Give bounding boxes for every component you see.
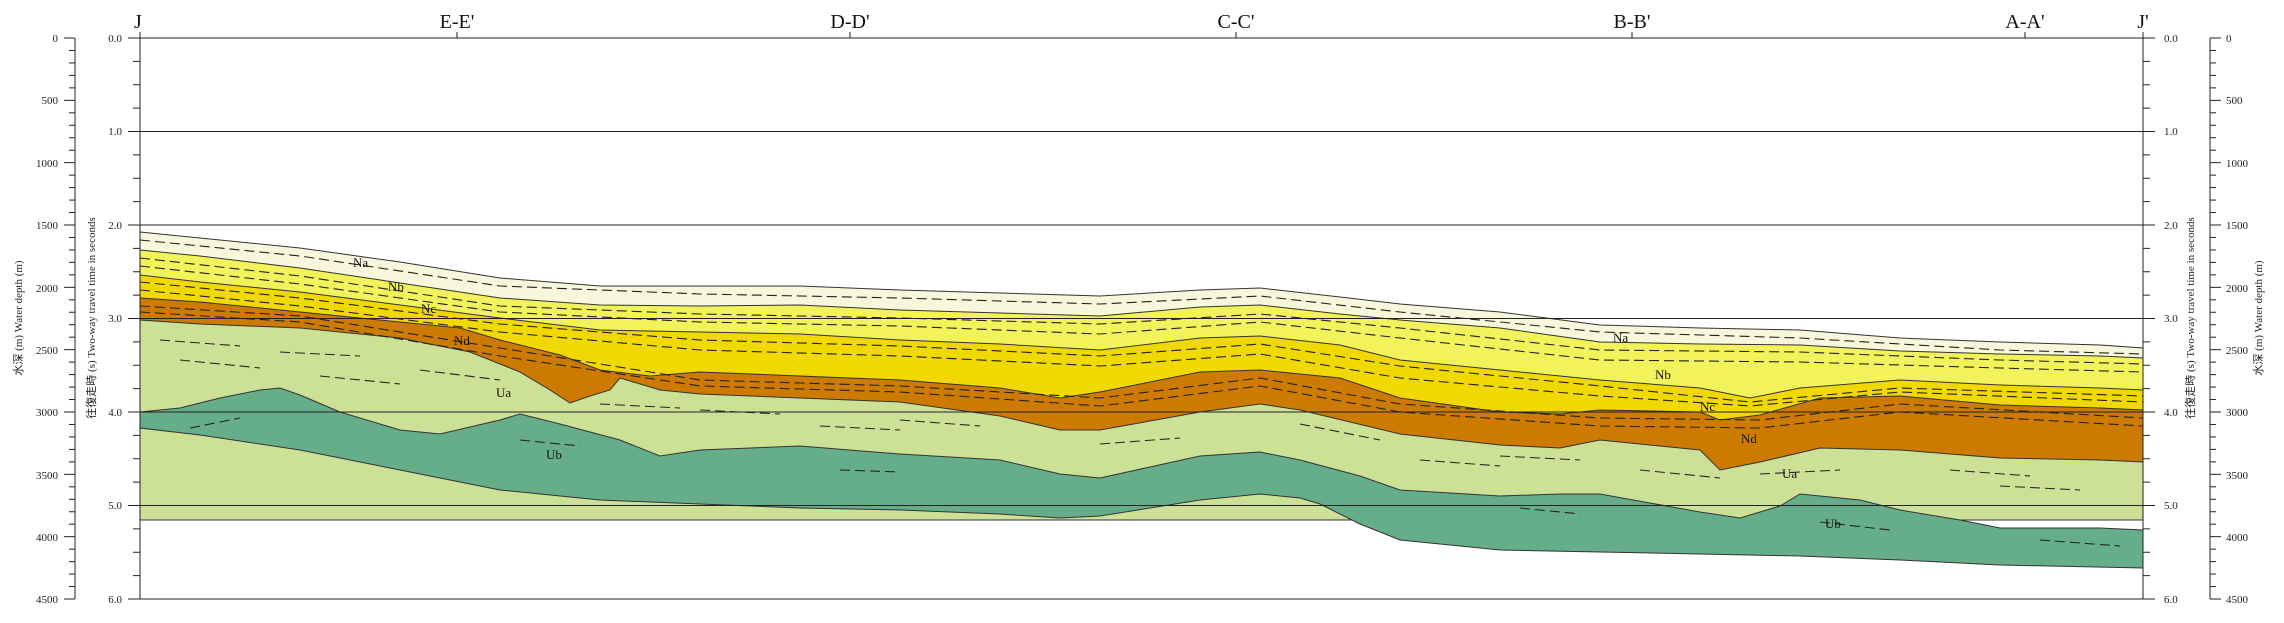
unit-label-nc-east: Nc [1700,399,1715,414]
left-depth-tick-1000: 1000 [36,158,59,170]
unit-label-na-west: Na [353,255,368,270]
unit-label-ua-east: Ua [1782,466,1797,481]
twt-border-ticks [128,37,2155,600]
unit-label-nc-west: Nc [421,301,436,316]
right-twt-tick-4: 4.0 [2164,407,2178,419]
unit-label-ub-east: Ub [1825,516,1841,531]
left-depth-axis-title: 水深 (m) Water depth (m) [12,260,25,376]
reflector-nd-2 [139,311,2144,429]
unit-label-nb-west: Nb [388,279,404,294]
right-depth-tick-1500: 1500 [2226,220,2249,232]
right-twt-tick-2: 2.0 [2164,220,2178,232]
right-depth-tick-3000: 3000 [2226,407,2249,419]
frame [139,37,2144,600]
left-twt-tick-5: 5.0 [108,500,122,512]
unit-labels: Na Nb Nc Nd Ua Ub Na Nb Nc Nd Ua Ub [353,255,1841,531]
right-depth-tick-4000: 4000 [2226,532,2249,544]
right-depth-tick-4500: 4500 [2226,594,2249,606]
left-depth-tick-4000: 4000 [36,532,59,544]
left-twt-tick-1: 1.0 [108,126,122,138]
unit-label-nd-east: Nd [1741,431,1757,446]
left-depth-tick-2000: 2000 [36,283,59,295]
section-marker-j: J [134,11,142,33]
left-twt-tick-4: 4.0 [108,407,122,419]
right-twt-tick-1: 1.0 [2164,126,2178,138]
left-twt-axis: 0.0 1.0 2.0 3.0 4.0 5.0 6.0 往復走時 (s) Two… [84,33,123,606]
unit-ub-fill [139,387,2144,569]
right-depth-tick-3500: 3500 [2226,470,2249,482]
right-twt-axis: 0.0 1.0 2.0 3.0 4.0 5.0 6.0 往復走時 (s) Two… [2164,33,2197,606]
left-depth-axis: 0 500 1000 1500 2000 2500 3000 3500 4000… [12,33,76,606]
reflector-nb-2 [139,265,2144,373]
stratigraphic-units [139,231,2144,569]
right-twt-axis-title: 往復走時 (s) Two-way travel time in seconds [2183,217,2197,418]
reflector-nc-1 [139,281,2144,403]
right-twt-tick-3: 3.0 [2164,313,2178,325]
unit-label-ua-west: Ua [496,385,511,400]
right-depth-tick-1000: 1000 [2226,158,2249,170]
right-depth-axis-title: 水深 (m) Water depth (m) [2252,260,2265,376]
right-depth-tick-500: 500 [2226,95,2243,107]
unit-label-nb-east: Nb [1655,367,1671,382]
left-twt-axis-title: 往復走時 (s) Two-way travel time in seconds [84,217,98,418]
reflector-nc-2 [139,289,2144,407]
left-depth-tick-0: 0 [53,33,59,45]
section-marker-ee: E-E' [440,11,475,33]
left-depth-tick-4500: 4500 [36,594,59,606]
right-twt-tick-0: 0.0 [2164,33,2178,45]
left-depth-tick-1500: 1500 [36,220,59,232]
section-marker-cc: C-C' [1218,11,1255,33]
right-twt-tick-5: 5.0 [2164,500,2178,512]
reflector-na-1 [139,239,2144,355]
left-twt-tick-2: 2.0 [108,220,122,232]
unit-label-nd-west: Nd [454,333,470,348]
unit-label-na-east: Na [1613,330,1628,345]
section-markers: J E-E' D-D' C-C' B-B' A-A' J' [134,11,2149,33]
reflector-nd-1 [139,305,2144,421]
right-depth-tick-0: 0 [2226,33,2232,45]
right-depth-tick-2500: 2500 [2226,345,2249,357]
section-marker-jp: J' [2137,11,2148,33]
left-depth-tick-3000: 3000 [36,407,59,419]
left-depth-tick-500: 500 [42,95,59,107]
section-marker-dd: D-D' [830,11,869,33]
unit-label-ub-west: Ub [546,447,562,462]
section-marker-ticks [139,32,2144,38]
left-depth-tick-3500: 3500 [36,470,59,482]
left-depth-tick-2500: 2500 [36,345,59,357]
section-marker-aa: A-A' [2005,11,2044,33]
section-marker-bb: B-B' [1614,11,1651,33]
left-twt-tick-3: 3.0 [108,313,122,325]
right-twt-tick-6: 6.0 [2164,594,2178,606]
reflector-ub-1 [189,417,2121,547]
left-twt-tick-6: 6.0 [108,594,122,606]
right-depth-tick-2000: 2000 [2226,283,2249,295]
right-depth-axis: 0 500 1000 1500 2000 2500 3000 3500 4000… [2209,33,2265,606]
left-twt-tick-0: 0.0 [108,33,122,45]
